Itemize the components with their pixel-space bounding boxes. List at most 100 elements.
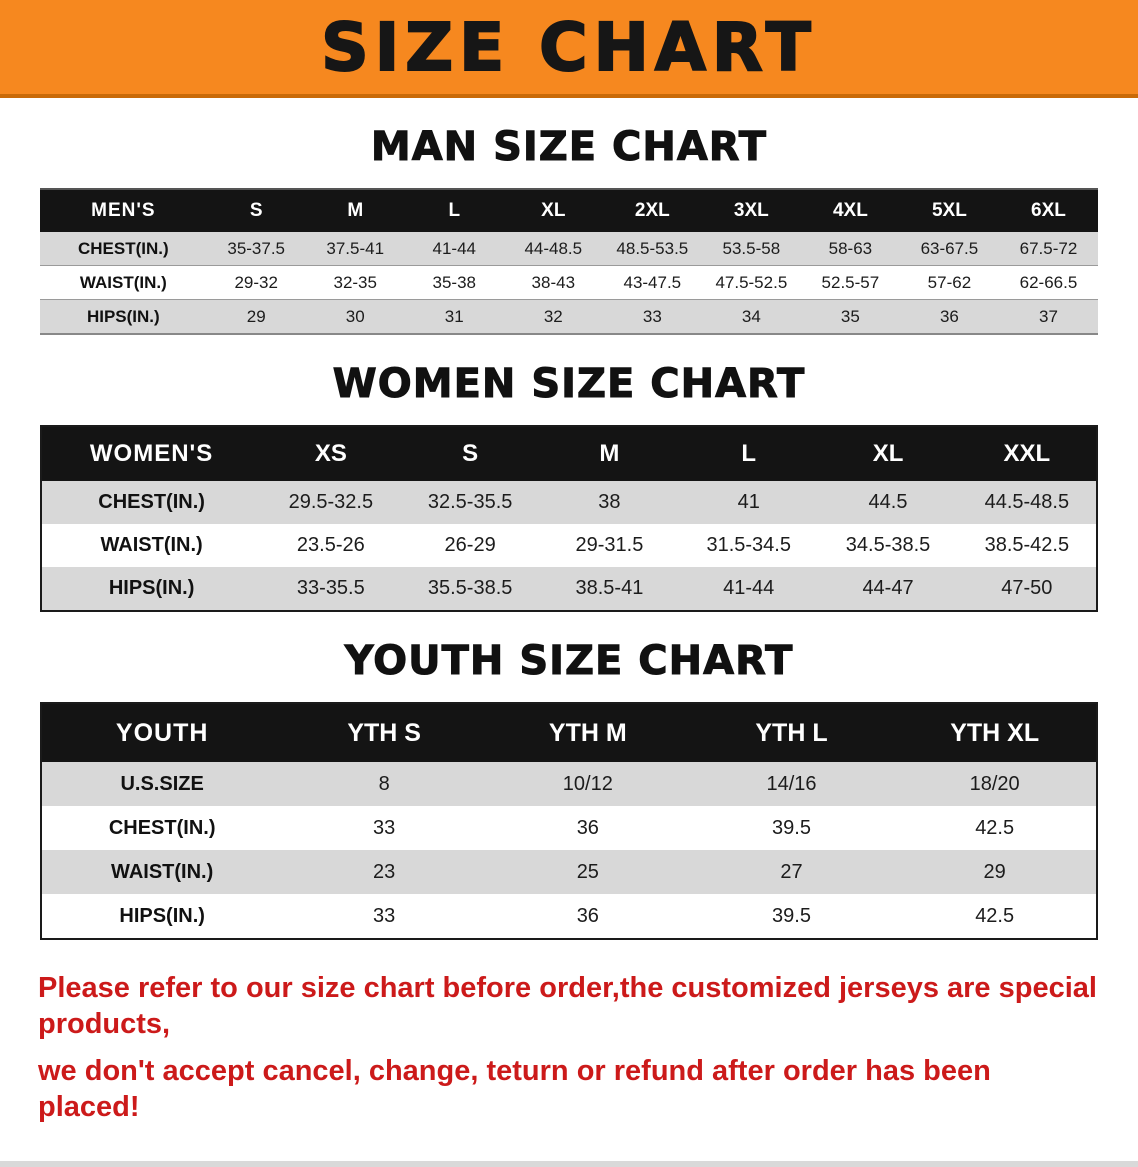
size-column-header: XL <box>818 426 958 481</box>
row-label: HIPS(IN.) <box>41 894 283 939</box>
men-section-heading: MAN SIZE CHART <box>370 124 768 171</box>
value-cell: 39.5 <box>689 806 894 850</box>
value-cell: 36 <box>485 806 690 850</box>
value-cell: 10/12 <box>485 762 690 806</box>
value-cell: 37 <box>998 299 1098 335</box>
size-column-header: L <box>679 426 819 481</box>
table-header-label: YOUTH <box>41 703 283 762</box>
table-row: HIPS(IN.) 33-35.5 35.5-38.5 38.5-41 41-44 44-… <box>41 567 1097 611</box>
value-cell: 35-38 <box>404 265 504 300</box>
value-cell: 36 <box>899 299 999 335</box>
men-table: MEN'S S M L XL 2XL 3XL 4XL 5XL 6XL CHEST(IN.) 35-37… <box>40 188 1098 335</box>
size-column-header: 3XL <box>701 189 801 232</box>
value-cell: 8 <box>282 762 486 806</box>
value-cell: 18/20 <box>893 762 1097 806</box>
value-cell: 62-66.5 <box>998 265 1098 300</box>
value-cell: 25 <box>485 850 690 894</box>
value-cell: 41-44 <box>404 232 504 266</box>
value-cell: 31 <box>404 299 504 335</box>
disclaimer-line-1: Please refer to our size chart before or… <box>38 972 1097 1041</box>
value-cell: 30 <box>305 299 405 335</box>
row-label: WAIST(IN.) <box>41 524 262 567</box>
size-column-header: 6XL <box>998 189 1098 232</box>
value-cell: 38 <box>539 481 680 524</box>
value-cell: 35 <box>800 299 900 335</box>
men-section: MAN SIZE CHART MEN'S S M L XL 2XL 3XL 4XL 5XL 6XL… <box>0 124 1138 335</box>
size-column-header: XXL <box>957 426 1097 481</box>
women-section-heading: WOMEN SIZE CHART <box>332 361 806 408</box>
women-table: WOMEN'S XS S M L XL XXL CHEST(IN.) 29.5-32.5 32.5… <box>40 425 1098 612</box>
value-cell: 29-31.5 <box>539 524 680 567</box>
value-cell: 34 <box>701 299 801 335</box>
value-cell: 32.5-35.5 <box>400 481 540 524</box>
table-header-label: WOMEN'S <box>41 426 262 481</box>
value-cell: 53.5-58 <box>701 232 801 266</box>
table-header-row: YOUTH YTH S YTH M YTH L YTH XL <box>41 703 1097 762</box>
value-cell: 23.5-26 <box>261 524 401 567</box>
size-column-header: XS <box>261 426 401 481</box>
value-cell: 37.5-41 <box>305 232 405 266</box>
table-row: WAIST(IN.) 23.5-26 26-29 29-31.5 31.5-34.5 34… <box>41 524 1097 567</box>
value-cell: 44-47 <box>818 567 958 611</box>
value-cell: 38-43 <box>503 265 603 300</box>
youth-table: YOUTH YTH S YTH M YTH L YTH XL U.S.SIZE 8 10/12… <box>40 702 1098 940</box>
row-label: HIPS(IN.) <box>41 567 262 611</box>
size-column-header: XL <box>503 189 603 232</box>
value-cell: 35.5-38.5 <box>400 567 540 611</box>
row-label: U.S.SIZE <box>41 762 283 806</box>
value-cell: 32 <box>503 299 603 335</box>
value-cell: 44.5-48.5 <box>957 481 1097 524</box>
value-cell: 48.5-53.5 <box>602 232 702 266</box>
value-cell: 42.5 <box>893 894 1097 939</box>
disclaimer: Please refer to our size chart before or… <box>0 970 1138 1161</box>
value-cell: 33 <box>282 894 486 939</box>
value-cell: 63-67.5 <box>899 232 999 266</box>
value-cell: 41 <box>679 481 819 524</box>
size-chart-content: MAN SIZE CHART MEN'S S M L XL 2XL 3XL 4XL 5XL 6XL… <box>0 124 1138 1161</box>
value-cell: 52.5-57 <box>800 265 900 300</box>
value-cell: 39.5 <box>689 894 894 939</box>
value-cell: 29.5-32.5 <box>261 481 401 524</box>
size-column-header: 2XL <box>602 189 702 232</box>
youth-size-table: YOUTH YTH S YTH M YTH L YTH XL U.S.SIZE 8 10/12… <box>40 702 1098 940</box>
value-cell: 23 <box>282 850 486 894</box>
row-label: WAIST(IN.) <box>40 265 207 300</box>
value-cell: 34.5-38.5 <box>818 524 958 567</box>
value-cell: 27 <box>689 850 894 894</box>
women-section: WOMEN SIZE CHART WOMEN'S XS S M L XL XXL CHEST(… <box>0 361 1138 612</box>
women-size-table: WOMEN'S XS S M L XL XXL CHEST(IN.) 29.5-32.5 32.5… <box>40 425 1098 612</box>
value-cell: 58-63 <box>800 232 900 266</box>
value-cell: 36 <box>485 894 690 939</box>
table-row: WAIST(IN.) 29-32 32-35 35-38 38-43 43-47.5 47.… <box>40 265 1098 300</box>
size-column-header: 5XL <box>899 189 999 232</box>
value-cell: 29 <box>206 299 306 335</box>
value-cell: 33-35.5 <box>261 567 401 611</box>
row-label: CHEST(IN.) <box>41 806 283 850</box>
youth-section: YOUTH SIZE CHART YOUTH YTH S YTH M YTH L YTH… <box>0 638 1138 940</box>
value-cell: 38.5-42.5 <box>957 524 1097 567</box>
size-column-header: M <box>539 426 680 481</box>
row-label: CHEST(IN.) <box>41 481 262 524</box>
value-cell: 42.5 <box>893 806 1097 850</box>
value-cell: 35-37.5 <box>206 232 306 266</box>
table-row: U.S.SIZE 8 10/12 14/16 18/20 <box>41 762 1097 806</box>
size-column-header: S <box>206 189 306 232</box>
size-column-header: 4XL <box>800 189 900 232</box>
size-column-header: YTH S <box>282 703 486 762</box>
men-size-table: MEN'S S M L XL 2XL 3XL 4XL 5XL 6XL CHEST(IN.) 35-37… <box>40 188 1098 335</box>
value-cell: 47.5-52.5 <box>701 265 801 300</box>
size-column-header: M <box>305 189 405 232</box>
value-cell: 41-44 <box>679 567 819 611</box>
value-cell: 67.5-72 <box>998 232 1098 266</box>
disclaimer-line-2: we don't accept cancel, change, teturn o… <box>38 1054 991 1123</box>
value-cell: 33 <box>602 299 702 335</box>
value-cell: 29-32 <box>206 265 306 300</box>
value-cell: 38.5-41 <box>539 567 680 611</box>
row-label: WAIST(IN.) <box>41 850 283 894</box>
value-cell: 33 <box>282 806 486 850</box>
value-cell: 26-29 <box>400 524 540 567</box>
value-cell: 32-35 <box>305 265 405 300</box>
youth-section-heading: YOUTH SIZE CHART <box>344 638 794 685</box>
value-cell: 44.5 <box>818 481 958 524</box>
